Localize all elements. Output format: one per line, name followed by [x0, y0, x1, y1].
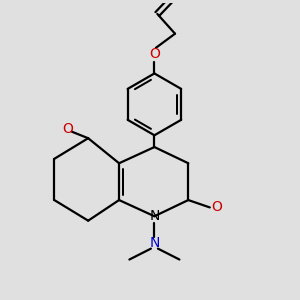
Text: O: O — [149, 47, 160, 61]
Text: O: O — [62, 122, 73, 136]
Text: N: N — [149, 209, 160, 223]
Text: O: O — [211, 200, 222, 214]
Text: N: N — [149, 236, 160, 250]
